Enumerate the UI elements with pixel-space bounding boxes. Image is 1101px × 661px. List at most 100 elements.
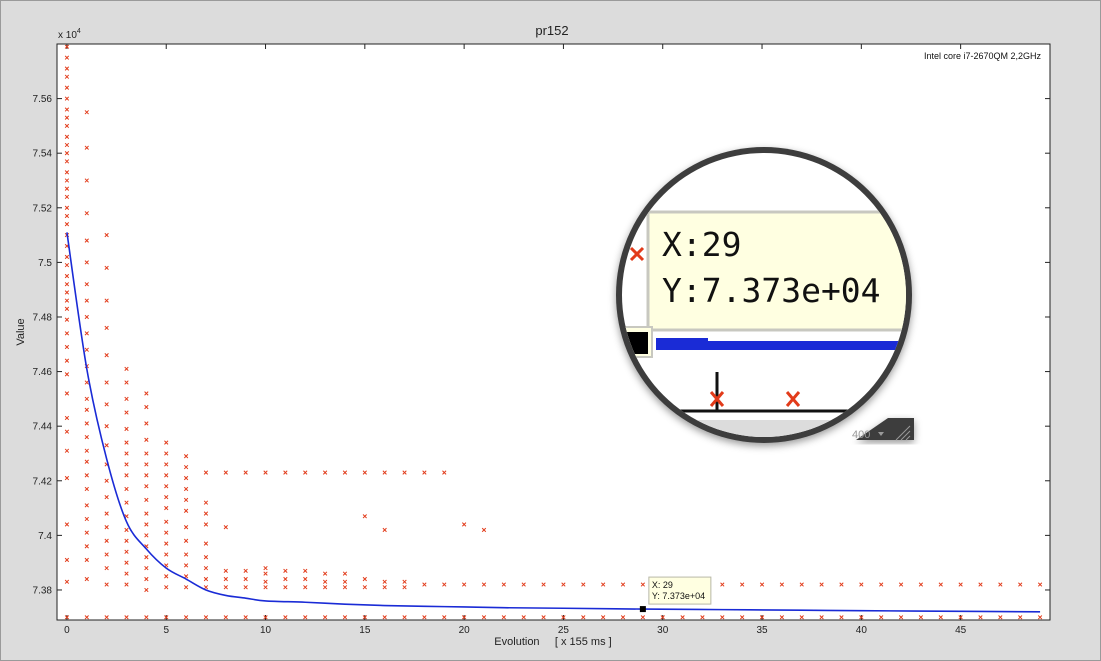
sample-point — [879, 582, 884, 587]
sample-point — [64, 178, 70, 183]
x-axis-label: Evolution [ x 155 ms ] — [494, 636, 611, 648]
y-tick-label: 7.4 — [38, 531, 52, 542]
resize-grip-icon[interactable] — [895, 425, 911, 441]
sample-point — [64, 475, 70, 481]
sample-point — [998, 615, 1003, 620]
sample-point — [124, 500, 129, 505]
sample-point — [203, 576, 209, 582]
sample-point — [84, 347, 89, 352]
sample-point — [362, 514, 367, 519]
sample-point — [104, 478, 109, 483]
sample-point — [144, 404, 149, 410]
sample-point — [223, 585, 228, 590]
sample-point — [740, 615, 745, 620]
sample-point — [322, 571, 328, 576]
sample-point — [402, 615, 407, 620]
sample-point — [84, 544, 89, 549]
sample-point — [124, 366, 129, 372]
x-tick-label: 10 — [260, 625, 272, 636]
sample-point — [1037, 615, 1043, 620]
sample-point — [84, 380, 89, 385]
sample-point — [541, 582, 546, 587]
sample-point — [84, 486, 89, 492]
datatip-marker[interactable] — [639, 606, 646, 613]
sample-point — [104, 443, 109, 448]
sample-point — [144, 522, 149, 527]
sample-point — [422, 470, 427, 475]
sample-point — [283, 585, 288, 590]
magnifier-handle[interactable] — [856, 418, 914, 440]
x-tick-label: 20 — [459, 625, 471, 636]
sample-point — [481, 582, 487, 587]
sample-point — [322, 585, 328, 590]
sample-point — [819, 615, 824, 620]
sample-point — [720, 615, 725, 620]
sample-point — [104, 552, 109, 557]
sample-point — [322, 615, 328, 620]
sample-point — [164, 440, 169, 445]
sample-point — [64, 391, 70, 396]
datatip-y-text: Y: 7.373e+04 — [652, 591, 705, 601]
sample-point — [84, 516, 89, 522]
sample-point — [918, 615, 924, 620]
chart-title: pr152 — [535, 23, 568, 38]
sample-point — [124, 615, 129, 620]
sample-point — [958, 582, 963, 587]
sample-point — [342, 585, 348, 590]
sample-point — [461, 615, 467, 620]
sample-point — [124, 473, 129, 478]
sample-point — [64, 96, 70, 101]
sample-point — [124, 426, 129, 432]
zoom-dropdown-icon[interactable] — [878, 432, 884, 436]
sample-point — [164, 585, 169, 590]
sample-point — [958, 615, 963, 620]
sample-point — [64, 344, 70, 350]
sample-point — [660, 615, 665, 620]
sample-point — [183, 508, 189, 513]
sample-point — [819, 582, 824, 587]
sample-point — [898, 615, 904, 620]
magnifier[interactable]: 29 X:29 Y:7.373e+04 400 — [600, 140, 936, 460]
sample-point — [64, 298, 70, 303]
y-axis-label: Value — [15, 318, 27, 345]
sample-point — [144, 565, 149, 571]
mean-line — [66, 232, 1041, 613]
sample-point — [84, 110, 89, 115]
sample-point — [104, 325, 109, 331]
sample-point — [104, 615, 109, 620]
sample-point — [64, 123, 70, 129]
sample-point — [164, 541, 169, 546]
magnifier-mean-line — [656, 341, 906, 350]
sample-point — [64, 194, 70, 200]
sample-point — [740, 582, 745, 587]
sample-point — [64, 44, 70, 49]
magnifier-zoom-label[interactable]: 400 — [852, 429, 870, 441]
sample-point — [620, 582, 626, 587]
sample-point — [183, 475, 189, 481]
sample-point — [442, 615, 447, 620]
x-tick-label: 40 — [856, 625, 868, 636]
sample-point — [84, 282, 89, 287]
datatip[interactable]: X: 29 Y: 7.373e+04 — [639, 576, 712, 613]
sample-point — [84, 407, 89, 412]
sample-point — [64, 85, 70, 90]
sample-point — [938, 615, 943, 620]
sample-point — [859, 582, 864, 587]
sample-point — [64, 170, 70, 175]
sample-point — [442, 470, 447, 475]
sample-point — [164, 451, 169, 456]
sample-point — [759, 615, 765, 620]
sample-point — [84, 298, 89, 303]
sample-point — [283, 470, 288, 475]
sample-point — [64, 66, 70, 71]
sample-point — [600, 615, 606, 620]
sample-point — [263, 571, 268, 576]
sample-point — [144, 473, 149, 478]
sample-point — [263, 565, 268, 571]
y-axis: 7.38 7.4 7.42 7.44 7.46 7.48 7.5 7.52 7.54 7.56 — [33, 94, 1050, 596]
sample-point — [541, 615, 546, 620]
sample-point — [84, 459, 89, 464]
sample-point — [144, 615, 149, 620]
sample-point — [263, 615, 268, 620]
